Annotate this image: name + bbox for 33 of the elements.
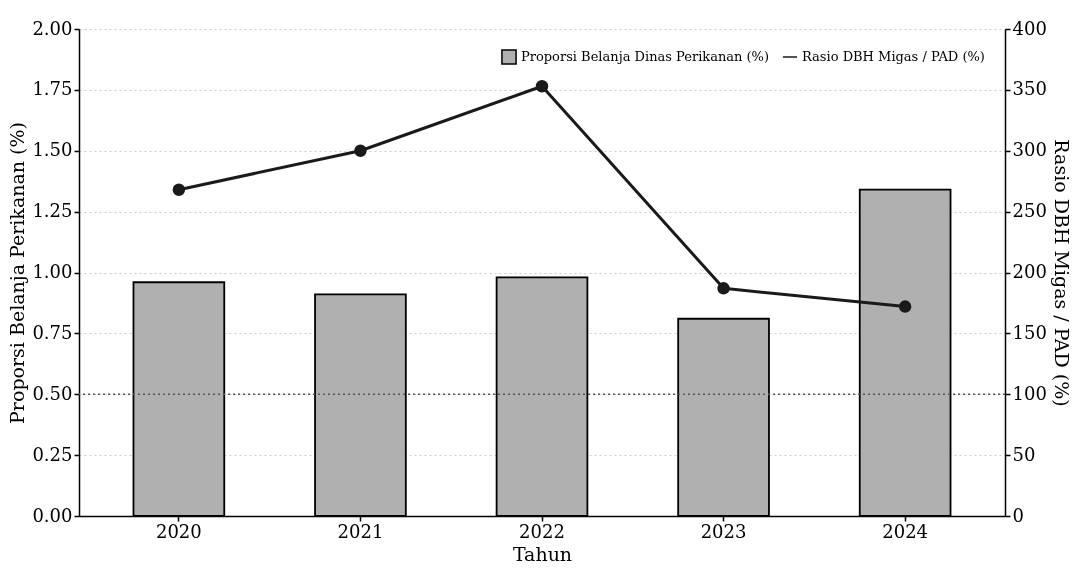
point <box>898 300 912 313</box>
point <box>354 144 367 157</box>
legend-label: Proporsi Belanja Dinas Perikanan (%) <box>521 49 770 64</box>
y2-tick-label: 350 <box>1012 78 1047 100</box>
y-tick-label: 1.25 <box>32 200 73 222</box>
y2-tick-label: 50 <box>1012 443 1036 465</box>
y-tick-label: 1.00 <box>32 261 73 282</box>
y-axis-title: Proporsi Belanja Perikanan (%) <box>6 122 29 424</box>
y2-tick-label: 150 <box>1012 321 1047 343</box>
y2-tick-label: 100 <box>1012 382 1047 404</box>
y2-tick-label: 300 <box>1012 139 1047 161</box>
point <box>172 183 186 196</box>
y2-axis-title: Rasio DBH Migas / PAD (%) <box>1050 139 1073 407</box>
x-tick-label: 2023 <box>700 520 747 542</box>
y2-tick-label: 200 <box>1012 261 1047 282</box>
y-tick-label: 1.50 <box>32 139 73 161</box>
y-tick-label: 0.75 <box>32 321 73 343</box>
x-tick-label: 2024 <box>882 520 929 542</box>
y2-tick-label: 250 <box>1012 200 1047 222</box>
y-tick-label: 1.75 <box>32 78 73 100</box>
y-tick-label: 0.00 <box>32 504 73 526</box>
y-tick-label: 0.25 <box>32 443 73 465</box>
x-tick-label: 2020 <box>155 520 202 542</box>
x-axis-title: Tahun <box>512 542 573 565</box>
legend-label: Rasio DBH Migas / PAD (%) <box>802 49 985 64</box>
point <box>535 79 549 93</box>
x-tick-label: 2021 <box>337 520 384 542</box>
y2-tick-label: 400 <box>1012 17 1047 39</box>
y-tick-label: 0.50 <box>32 382 73 404</box>
y-tick-label: 2.00 <box>32 17 73 39</box>
point <box>717 282 730 295</box>
x-tick-label: 2022 <box>519 520 565 542</box>
y2-tick-label: 0 <box>1012 504 1024 526</box>
